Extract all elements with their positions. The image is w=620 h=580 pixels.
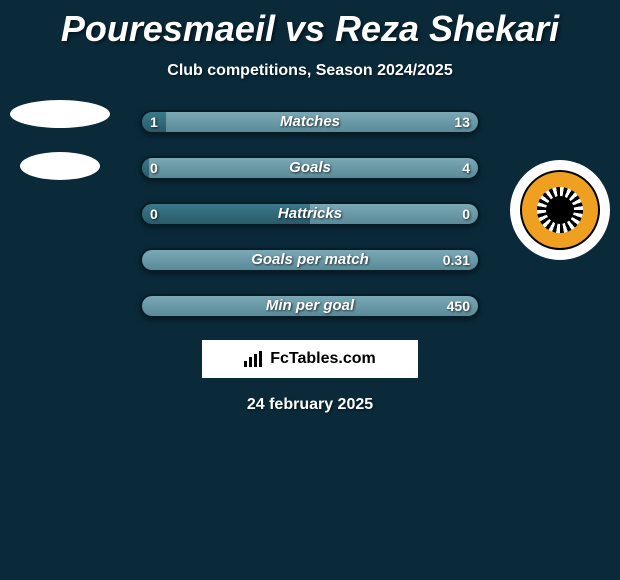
left-player-badge	[10, 100, 110, 200]
page-subtitle: Club competitions, Season 2024/2025	[0, 62, 620, 80]
placeholder-ellipse-icon	[20, 152, 100, 180]
club-crest-icon	[510, 160, 610, 260]
stat-right-value: 13	[454, 110, 470, 134]
brand-box: FcTables.com	[202, 340, 418, 378]
placeholder-ellipse-icon	[10, 100, 110, 128]
comparison-panel: 1Matches130Goals40Hattricks0Goals per ma…	[0, 110, 620, 414]
date-text: 24 february 2025	[0, 396, 620, 414]
stat-right-value: 0.31	[443, 248, 470, 272]
stat-bar: 0Hattricks0	[140, 202, 480, 226]
right-player-badge	[510, 160, 610, 260]
stat-right-value: 4	[462, 156, 470, 180]
stat-label: Hattricks	[140, 202, 480, 226]
bar-chart-icon	[244, 351, 264, 367]
page-title: Pouresmaeil vs Reza Shekari	[0, 0, 620, 50]
stat-label: Min per goal	[140, 294, 480, 318]
stat-bar: Goals per match0.31	[140, 248, 480, 272]
brand-text: FcTables.com	[270, 350, 376, 368]
stat-bars: 1Matches130Goals40Hattricks0Goals per ma…	[140, 110, 480, 318]
stat-label: Goals	[140, 156, 480, 180]
stat-label: Matches	[140, 110, 480, 134]
stat-right-value: 0	[462, 202, 470, 226]
stat-right-value: 450	[447, 294, 470, 318]
stat-bar: 1Matches13	[140, 110, 480, 134]
stat-bar: Min per goal450	[140, 294, 480, 318]
stat-bar: 0Goals4	[140, 156, 480, 180]
stat-label: Goals per match	[140, 248, 480, 272]
